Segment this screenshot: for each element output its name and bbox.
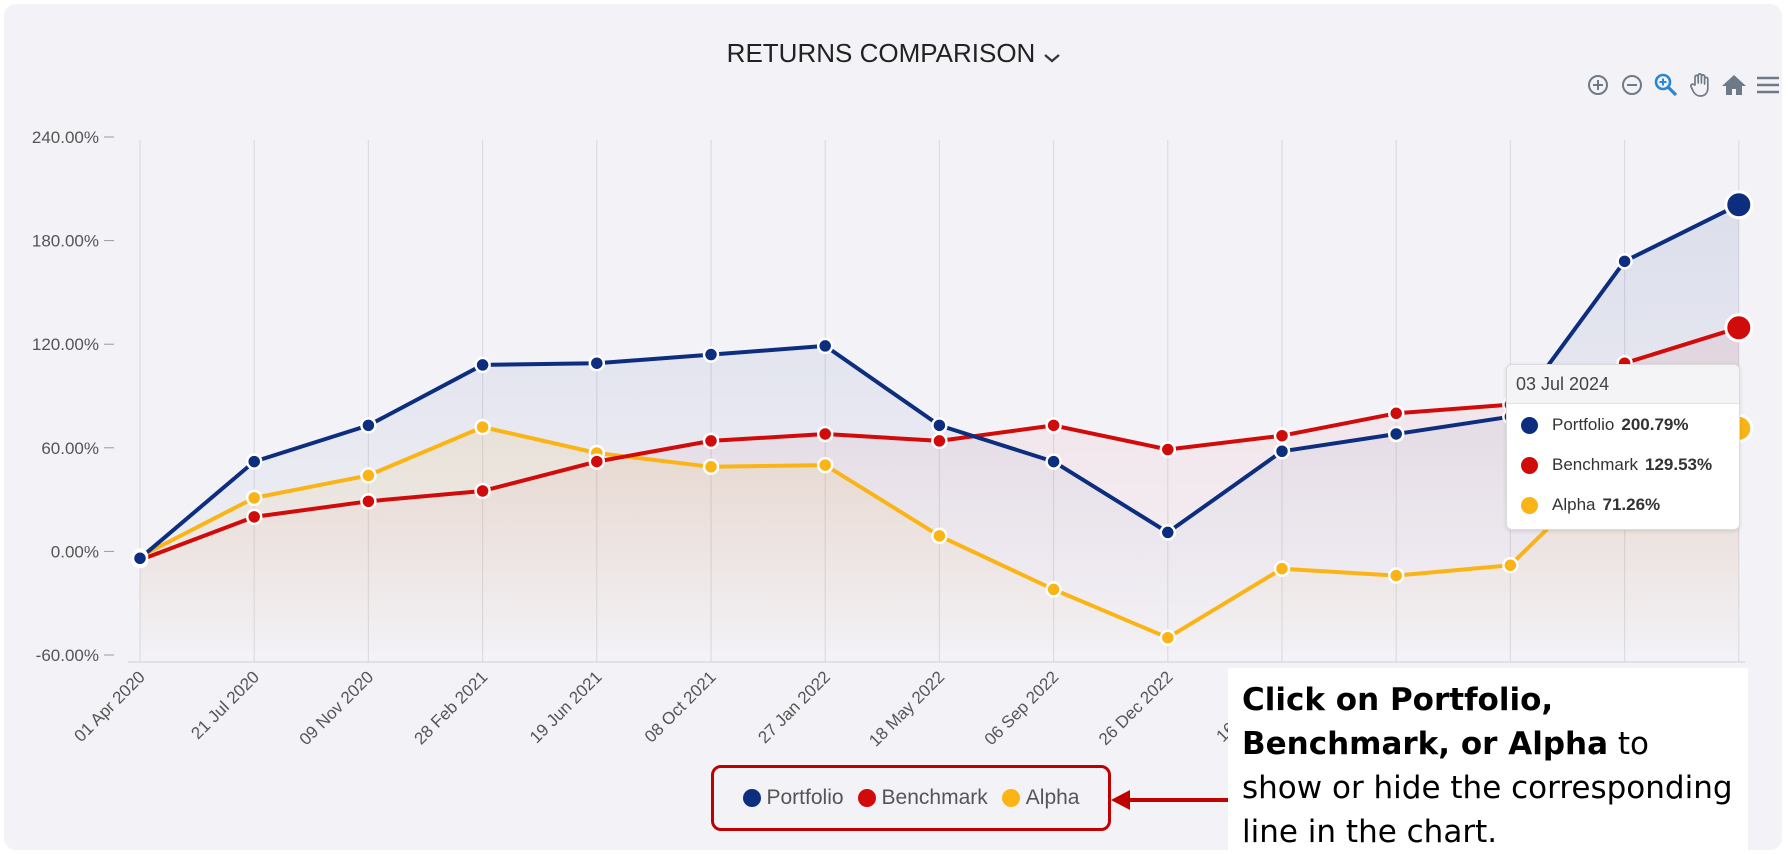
tooltip: 03 Jul 2024 Portfolio 200.79% Benchmark …: [1506, 364, 1740, 530]
benchmark-point[interactable]: [474, 482, 491, 500]
portfolio-point[interactable]: [360, 417, 377, 434]
alpha-point[interactable]: [1159, 629, 1177, 646]
benchmark-point[interactable]: [702, 432, 720, 450]
x-tick-label: 26 Dec 2022: [1095, 667, 1177, 749]
benchmark-point[interactable]: [1273, 427, 1291, 444]
alpha-point[interactable]: [360, 467, 377, 484]
portfolio-point[interactable]: [245, 453, 263, 470]
alpha-point[interactable]: [1045, 581, 1062, 598]
portfolio-point[interactable]: [1159, 524, 1177, 541]
benchmark-point[interactable]: [588, 453, 606, 470]
home-reset-icon[interactable]: [1720, 71, 1748, 99]
y-tick-label: 0.00%: [51, 542, 99, 561]
callout-bold-text: Click on Portfolio, Benchmark, or Alpha: [1242, 682, 1609, 762]
zoom-in-icon[interactable]: [1584, 71, 1612, 99]
benchmark-point[interactable]: [360, 493, 377, 510]
benchmark-point[interactable]: [1724, 313, 1754, 343]
tooltip-series-value: 71.26%: [1602, 495, 1661, 514]
tooltip-row-benchmark: Benchmark 129.53%: [1521, 453, 1712, 477]
callout-arrow: [1111, 790, 1228, 810]
x-tick-label: 27 Jan 2022: [754, 667, 834, 747]
alpha-marker-icon: [1521, 496, 1538, 514]
legend-label: Benchmark: [881, 786, 988, 809]
portfolio-point[interactable]: [1616, 253, 1633, 270]
alpha-point[interactable]: [1502, 556, 1519, 574]
portfolio-point[interactable]: [1387, 425, 1405, 443]
y-tick-label: -60.00%: [36, 646, 99, 665]
benchmark-point[interactable]: [1159, 441, 1177, 458]
legend-item-portfolio[interactable]: Portfolio: [742, 786, 844, 810]
tooltip-row-alpha: Alpha 71.26%: [1521, 493, 1660, 517]
portfolio-marker-icon: [1521, 416, 1538, 434]
portfolio-point[interactable]: [1045, 453, 1062, 470]
legend-item-alpha[interactable]: Alpha: [1001, 786, 1080, 810]
tooltip-row-portfolio: Portfolio 200.79%: [1521, 413, 1689, 437]
alpha-point[interactable]: [702, 458, 720, 476]
tooltip-series-name: Portfolio: [1552, 415, 1615, 434]
callout-rest-text: to show or hide the corresponding line i…: [1242, 726, 1733, 850]
chart-title[interactable]: RETURNS COMPARISON: [0, 38, 1788, 71]
tooltip-series-value: 129.53%: [1644, 455, 1713, 474]
portfolio-point[interactable]: [702, 346, 720, 363]
benchmark-point[interactable]: [931, 432, 948, 450]
x-tick-label: 01 Apr 2020: [71, 667, 149, 745]
alpha-point[interactable]: [1387, 567, 1405, 584]
tooltip-series-value: 200.79%: [1621, 415, 1689, 434]
x-tick-label: 09 Nov 2020: [296, 667, 378, 749]
series-areas: [140, 204, 1739, 662]
tooltip-date: 03 Jul 2024: [1507, 365, 1739, 404]
portfolio-point[interactable]: [131, 550, 149, 567]
x-axis-ticks: 01 Apr 2020 21 Jul 2020 09 Nov 2020 28 Feb …: [71, 667, 1291, 750]
selection-zoom-icon[interactable]: [1652, 71, 1680, 99]
menu-icon[interactable]: [1754, 71, 1782, 99]
portfolio-point[interactable]: [588, 354, 606, 372]
benchmark-point[interactable]: [245, 508, 263, 526]
chevron-down-icon[interactable]: [1043, 40, 1061, 71]
zoom-out-icon[interactable]: [1618, 71, 1646, 99]
x-tick-label: 21 Jul 2020: [187, 667, 263, 743]
portfolio-point[interactable]: [931, 417, 948, 434]
alpha-point[interactable]: [1273, 560, 1291, 577]
portfolio-point[interactable]: [474, 356, 491, 374]
y-tick-label: 60.00%: [41, 439, 99, 458]
legend: Portfolio Benchmark Alpha: [711, 765, 1111, 831]
y-tick-label: 120.00%: [32, 335, 99, 354]
x-tick-label: 28 Feb 2021: [410, 667, 491, 748]
alpha-legend-marker-icon: [1001, 789, 1020, 807]
x-tick-label: 06 Sep 2022: [981, 667, 1063, 749]
benchmark-legend-marker-icon: [857, 789, 876, 807]
x-tick-label: 18 May 2022: [865, 667, 948, 750]
legend-label: Alpha: [1025, 786, 1080, 809]
y-tick-label: 240.00%: [32, 128, 99, 147]
instruction-callout: Click on Portfolio, Benchmark, or Alpha …: [1228, 668, 1748, 854]
benchmark-marker-icon: [1521, 456, 1538, 474]
benchmark-point[interactable]: [1045, 417, 1062, 434]
benchmark-point[interactable]: [1387, 405, 1405, 422]
legend-item-benchmark[interactable]: Benchmark: [857, 786, 988, 810]
y-tick-label: 180.00%: [32, 232, 99, 251]
portfolio-point[interactable]: [1273, 443, 1291, 460]
portfolio-point[interactable]: [816, 337, 834, 355]
alpha-point[interactable]: [816, 456, 834, 474]
portfolio-point[interactable]: [1724, 190, 1754, 220]
x-tick-label: 08 Oct 2021: [641, 667, 720, 746]
chart-title-text: RETURNS COMPARISON: [726, 38, 1036, 68]
chart-toolbar: [1584, 70, 1782, 100]
tooltip-series-name: Benchmark: [1552, 455, 1638, 474]
portfolio-legend-marker-icon: [742, 789, 761, 807]
pan-hand-icon[interactable]: [1686, 71, 1714, 99]
x-tick-label: 19 Jun 2021: [526, 667, 606, 747]
alpha-point[interactable]: [245, 489, 263, 507]
benchmark-point[interactable]: [816, 425, 834, 443]
legend-label: Portfolio: [766, 786, 844, 809]
y-axis-ticks: 240.00% 180.00% 120.00% 60.00% 0.00% -60.00%: [32, 128, 114, 665]
alpha-point[interactable]: [931, 527, 948, 545]
alpha-point[interactable]: [474, 418, 491, 436]
tooltip-series-name: Alpha: [1552, 495, 1596, 514]
